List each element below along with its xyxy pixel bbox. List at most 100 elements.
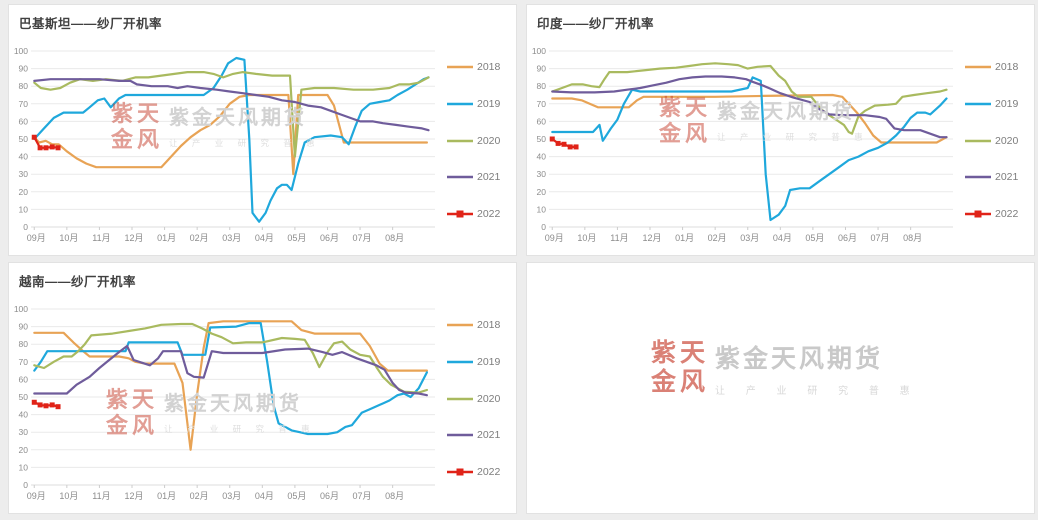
- series-marker-2022: [49, 144, 55, 150]
- y-tick-label: 40: [19, 152, 29, 162]
- y-tick-label: 10: [537, 204, 547, 214]
- x-tick-label: 12月: [124, 233, 143, 243]
- legend-swatch-icon: [447, 360, 473, 364]
- y-tick-label: 30: [537, 169, 547, 179]
- series-marker-2022: [37, 145, 43, 151]
- series-line-2021: [551, 75, 948, 139]
- x-tick-label: 08月: [385, 491, 404, 501]
- legend-item-2020: 2020: [965, 135, 1018, 147]
- y-tick-label: 0: [541, 222, 546, 232]
- series-marker-2022: [37, 402, 43, 408]
- legend: 2018 2019 2020 2021 2022: [447, 5, 517, 257]
- x-tick-label: 04月: [773, 233, 792, 243]
- series-marker-2022: [31, 134, 37, 140]
- x-tick-label: 02月: [190, 491, 209, 501]
- legend-label: 2018: [477, 61, 501, 73]
- x-tick-label: 09月: [27, 491, 46, 501]
- x-tick-label: 06月: [320, 491, 339, 501]
- legend-item-2021: 2021: [965, 171, 1018, 183]
- watermark-brand: 紫金天风期货: [715, 345, 884, 373]
- legend-label: 2020: [995, 134, 1019, 147]
- x-tick-label: 10月: [59, 491, 78, 501]
- x-tick-label: 08月: [903, 233, 922, 243]
- legend-label: 2021: [477, 429, 501, 442]
- series-line-2019: [551, 76, 948, 222]
- y-tick-label: 100: [14, 46, 28, 56]
- series-marker-2022: [55, 145, 61, 151]
- y-tick-label: 70: [537, 99, 547, 109]
- x-tick-label: 03月: [222, 491, 241, 501]
- x-tick-label: 12月: [642, 233, 661, 243]
- series-marker-2022: [55, 404, 61, 410]
- x-tick-label: 03月: [222, 233, 241, 243]
- legend-swatch-icon: [447, 323, 473, 327]
- chart-panel-vietnam: 100 90 80 70 60 50 40 30 20 10 0 09月 10月 11月 12月 01月 02月…: [8, 262, 517, 514]
- legend-label: 2021: [995, 171, 1019, 184]
- legend-item-2019: 2019: [965, 98, 1018, 110]
- x-tick-label: 06月: [838, 233, 857, 243]
- x-tick-label: 07月: [353, 233, 372, 243]
- y-tick-label: 70: [19, 99, 29, 109]
- seal-char: 金: [650, 369, 676, 396]
- x-tick-label: 08月: [385, 233, 404, 243]
- legend-label: 2020: [477, 392, 501, 405]
- x-tick-label: 12月: [124, 491, 143, 501]
- legend-label: 2018: [477, 319, 501, 331]
- legend-item-2019: 2019: [447, 356, 500, 368]
- brand-seal-icon: 紫天金风: [649, 339, 707, 397]
- series-line-2021: [33, 344, 428, 397]
- legend-swatch-icon: [965, 210, 991, 218]
- y-tick-label: 90: [19, 322, 29, 332]
- y-tick-label: 0: [23, 222, 28, 232]
- legend-item-2019: 2019: [447, 98, 500, 110]
- legend-swatch-icon: [965, 102, 991, 106]
- chart-title-vietnam: 越南——纱厂开机率: [19, 275, 137, 289]
- chart-title-pakistan: 巴基斯坦——纱厂开机率: [19, 17, 163, 31]
- x-tick-label: 05月: [805, 233, 824, 243]
- chart-panel-pakistan: 100 90 80 70 60 50 40 30 20 10 0 09月 10月 11月 12月 01月 02月…: [8, 4, 517, 256]
- x-tick-label: 11月: [92, 491, 110, 501]
- seal-char: 风: [679, 369, 705, 396]
- series-line-2018: [33, 93, 428, 176]
- legend-label: 2019: [477, 355, 501, 368]
- y-tick-label: 50: [19, 134, 29, 144]
- chart-panel-india: 100 90 80 70 60 50 40 30 20 10 0 09月 10月 11月 12月 01月 02月…: [526, 4, 1035, 256]
- series-marker-2022: [31, 399, 37, 405]
- y-tick-label: 20: [537, 187, 547, 197]
- y-tick-label: 10: [19, 204, 29, 214]
- legend-swatch-icon: [447, 65, 473, 69]
- y-tick-label: 30: [19, 169, 29, 179]
- series-line-2019: [33, 321, 428, 436]
- chart-title-india: 印度——纱厂开机率: [537, 17, 655, 31]
- seal-char: 紫: [650, 340, 676, 367]
- y-tick-label: 90: [19, 64, 29, 74]
- y-tick-label: 60: [19, 116, 29, 126]
- series-marker-2022: [49, 402, 55, 408]
- series-marker-2022: [549, 136, 555, 142]
- series-line-2018: [33, 320, 428, 451]
- y-tick-label: 20: [19, 445, 29, 455]
- y-tick-label: 10: [19, 462, 29, 472]
- x-tick-label: 07月: [871, 233, 890, 243]
- x-tick-label: 04月: [255, 491, 274, 501]
- x-tick-label: 02月: [190, 233, 209, 243]
- legend-label: 2019: [477, 97, 501, 110]
- legend-label: 2021: [477, 171, 501, 184]
- x-tick-label: 05月: [287, 491, 306, 501]
- y-tick-label: 90: [537, 64, 547, 74]
- x-tick-label: 10月: [577, 233, 596, 243]
- x-tick-label: 04月: [255, 233, 274, 243]
- legend-swatch-icon: [447, 468, 473, 476]
- legend-item-2018: 2018: [965, 61, 1018, 73]
- legend-item-2022: 2022: [965, 208, 1018, 220]
- x-tick-label: 02月: [708, 233, 727, 243]
- series-marker-2022: [43, 145, 49, 151]
- x-tick-label: 05月: [287, 233, 306, 243]
- legend-swatch-icon: [965, 176, 991, 179]
- x-tick-label: 07月: [353, 491, 372, 501]
- y-tick-label: 40: [19, 410, 29, 420]
- series-line-2020: [33, 70, 430, 158]
